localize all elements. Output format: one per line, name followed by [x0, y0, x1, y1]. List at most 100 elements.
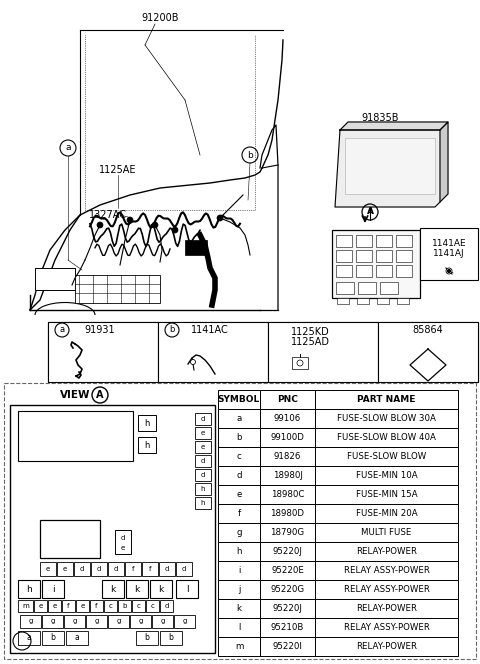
Bar	[260, 447, 315, 466]
Text: h: h	[201, 486, 205, 492]
Text: 99106: 99106	[274, 414, 301, 423]
Circle shape	[97, 222, 103, 228]
Circle shape	[447, 270, 451, 272]
Text: 95220J: 95220J	[273, 604, 302, 613]
Text: d: d	[97, 566, 101, 572]
Bar	[380, 282, 398, 294]
Bar	[142, 562, 158, 576]
Text: e: e	[201, 444, 205, 450]
Bar	[104, 600, 117, 612]
Text: a: a	[60, 325, 65, 335]
Text: g: g	[116, 618, 120, 625]
Text: f: f	[149, 566, 151, 572]
Bar	[40, 520, 100, 558]
Bar	[160, 631, 182, 645]
Bar	[260, 637, 315, 656]
Bar	[376, 250, 392, 262]
Bar	[48, 322, 158, 382]
Bar	[315, 580, 458, 599]
Bar	[218, 428, 260, 447]
Text: 95220J: 95220J	[273, 547, 302, 556]
Text: PNC: PNC	[277, 395, 298, 404]
Text: 1125KD: 1125KD	[290, 327, 329, 337]
Bar	[336, 235, 352, 247]
Bar	[218, 466, 260, 485]
Bar	[195, 427, 211, 439]
Bar	[315, 637, 458, 656]
Text: 1327AC: 1327AC	[89, 210, 127, 220]
Text: b: b	[122, 603, 127, 609]
Text: 18790G: 18790G	[270, 528, 305, 537]
Bar	[336, 282, 354, 294]
Bar	[18, 600, 33, 612]
Text: c: c	[137, 603, 141, 609]
Text: 91200B: 91200B	[141, 13, 179, 23]
Bar	[260, 561, 315, 580]
Bar	[356, 235, 372, 247]
Bar	[356, 250, 372, 262]
Bar	[218, 390, 260, 409]
Text: k: k	[237, 604, 241, 613]
Bar	[315, 390, 458, 409]
Bar	[260, 485, 315, 504]
Bar	[158, 322, 268, 382]
Bar	[218, 409, 260, 428]
Bar	[174, 615, 195, 628]
Bar	[336, 265, 352, 277]
Text: f: f	[238, 509, 240, 518]
Text: c: c	[237, 452, 241, 461]
Text: 95220E: 95220E	[271, 566, 304, 575]
Text: l: l	[186, 584, 188, 594]
Text: d: d	[201, 416, 205, 422]
Bar	[57, 562, 73, 576]
Bar	[136, 631, 158, 645]
Bar	[130, 615, 151, 628]
Text: a: a	[74, 633, 79, 643]
Text: h: h	[236, 547, 242, 556]
Bar	[48, 600, 61, 612]
Text: f: f	[132, 566, 134, 572]
Bar	[146, 600, 159, 612]
Text: 91835B: 91835B	[361, 113, 399, 123]
Bar	[332, 230, 420, 298]
Text: 91931: 91931	[84, 325, 115, 335]
Bar	[195, 413, 211, 425]
Bar	[126, 580, 148, 598]
Text: b: b	[236, 433, 242, 442]
Text: 1125AE: 1125AE	[99, 165, 137, 175]
Text: g: g	[160, 618, 165, 625]
Bar	[218, 447, 260, 466]
Bar	[48, 322, 478, 382]
Text: g: g	[138, 618, 143, 625]
Text: g: g	[182, 618, 187, 625]
Bar	[91, 562, 107, 576]
Text: e: e	[236, 490, 242, 499]
Bar	[315, 466, 458, 485]
Text: g: g	[72, 618, 77, 625]
Bar	[75, 275, 160, 303]
Circle shape	[217, 215, 223, 221]
Bar	[358, 282, 376, 294]
Bar	[218, 637, 260, 656]
Text: FUSE-SLOW BLOW 40A: FUSE-SLOW BLOW 40A	[337, 433, 436, 442]
Bar	[74, 562, 90, 576]
Bar	[218, 599, 260, 618]
Circle shape	[172, 227, 178, 233]
Bar	[315, 428, 458, 447]
Bar	[176, 562, 192, 576]
Bar	[195, 469, 211, 481]
Bar	[260, 504, 315, 523]
Text: k: k	[158, 584, 164, 594]
Text: 1141AC: 1141AC	[191, 325, 229, 335]
Bar	[378, 322, 478, 382]
Bar	[260, 618, 315, 637]
Text: d: d	[165, 566, 169, 572]
Text: FUSE-SLOW BLOW 30A: FUSE-SLOW BLOW 30A	[337, 414, 436, 423]
Text: FUSE-SLOW BLOW: FUSE-SLOW BLOW	[347, 452, 426, 461]
Text: e: e	[38, 603, 43, 609]
Text: SYMBOL: SYMBOL	[218, 395, 260, 404]
Bar	[115, 530, 131, 554]
Text: d: d	[121, 535, 125, 541]
Bar	[195, 441, 211, 453]
Text: RELAY ASSY-POWER: RELAY ASSY-POWER	[344, 623, 430, 632]
